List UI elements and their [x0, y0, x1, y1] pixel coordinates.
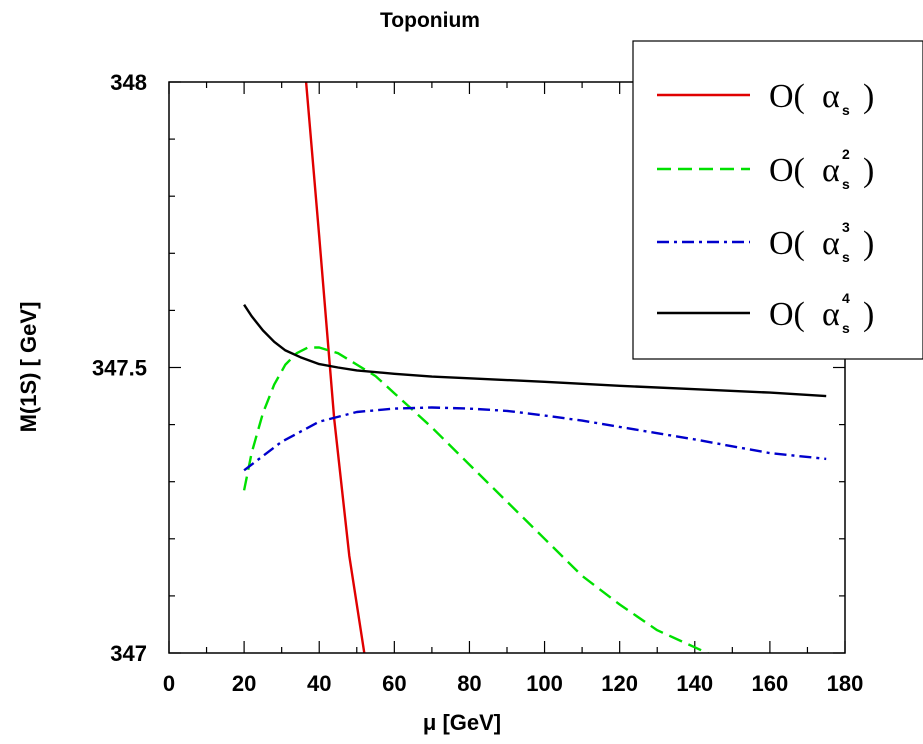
legend-label-3: O( α s 3)	[769, 219, 874, 265]
legend-prefix: O(	[769, 152, 805, 189]
legend-suffix: )	[863, 78, 874, 115]
legend-prefix: O(	[769, 78, 805, 115]
y-tick-label: 347.5	[92, 356, 147, 381]
chart-title: Toponium	[380, 9, 480, 32]
x-axis-label: μ [GeV]	[423, 710, 501, 735]
legend-symbol: α	[822, 225, 840, 262]
legend-label-1: O( α s)	[769, 78, 874, 118]
plot-frame	[168, 81, 846, 654]
x-tick-label: 140	[676, 671, 713, 696]
legend-suffix: )	[863, 296, 874, 333]
x-tick-label: 80	[457, 671, 481, 696]
x-tick-label: 160	[752, 671, 789, 696]
legend-subscript: s	[842, 102, 850, 118]
legend-superscript: 4	[842, 290, 850, 306]
series-line-2	[242, 346, 711, 653]
y-tick-label: 347	[110, 641, 147, 666]
legend-symbol: α	[822, 296, 840, 333]
legend-suffix: )	[863, 225, 874, 262]
axis-tick-labels: 0 20 40 60 80 100 120 140 160 180 347 347.5 348	[92, 70, 863, 696]
series-layer	[242, 82, 827, 653]
legend-suffix: )	[863, 152, 874, 189]
legend: O(α s)O(α s2)O(α s3)O(α s4)	[632, 40, 923, 360]
legend-subscript: s	[842, 176, 850, 192]
series-line-3	[243, 406, 827, 472]
legend-label-4: O( α s 4)	[769, 290, 874, 336]
series-line-4	[243, 304, 827, 398]
x-tick-label: 40	[307, 671, 331, 696]
x-tick-label: 0	[163, 671, 175, 696]
x-tick-label: 120	[601, 671, 638, 696]
x-tick-label: 180	[827, 671, 864, 696]
x-tick-label: 100	[526, 671, 563, 696]
legend-prefix: O(	[769, 225, 805, 262]
legend-subscript: s	[842, 320, 850, 336]
legend-label-2: O( α s 2)	[769, 146, 874, 192]
x-tick-label: 20	[232, 671, 256, 696]
legend-symbol: α	[822, 152, 840, 189]
legend-superscript: 3	[842, 219, 850, 235]
y-axis-label: M(1S) [ GeV]	[16, 302, 41, 433]
legend-prefix: O(	[769, 296, 805, 333]
legend-symbol: α	[822, 78, 840, 115]
legend-subscript: s	[842, 249, 850, 265]
y-tick-label: 348	[110, 70, 147, 95]
x-tick-label: 60	[382, 671, 406, 696]
legend-superscript: 2	[842, 146, 850, 162]
